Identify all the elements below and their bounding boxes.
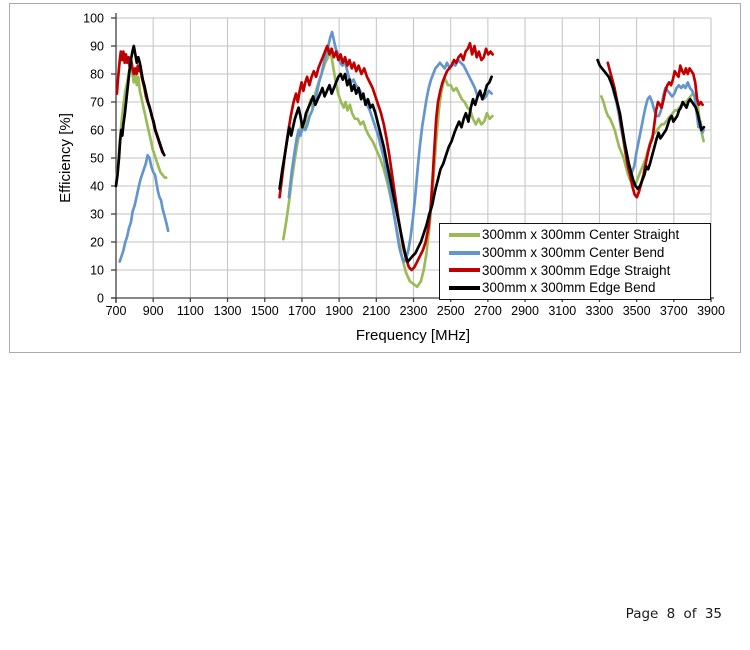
y-tick-label: 10 [90, 264, 104, 278]
y-tick-label: 0 [97, 292, 104, 306]
x-tick-label: 3300 [586, 304, 614, 318]
y-tick-label: 20 [90, 236, 104, 250]
x-axis-title: Frequency [MHz] [355, 327, 471, 344]
legend-label: 300mm x 300mm Center Straight [482, 227, 680, 243]
y-tick-label: 80 [90, 68, 104, 82]
legend-item: 300mm x 300mm Edge Bend [449, 279, 710, 296]
y-tick-label: 90 [90, 40, 104, 54]
legend-line-swatch-blue [449, 250, 480, 255]
chart-legend: 300mm x 300mm Center Straight 300mm x 30… [439, 223, 711, 300]
legend-item: 300mm x 300mm Center Bend [449, 244, 710, 261]
y-tick-label: 100 [83, 12, 104, 26]
x-tick-label: 700 [106, 304, 127, 318]
x-tick-label: 3100 [548, 304, 576, 318]
efficiency-chart: 700 900 1100 1300 1500 1700 1900 2100 2300 2500 27… [83, 12, 725, 319]
legend-item: 300mm x 300mm Center Straight [449, 227, 710, 244]
page-number: Page 8 of 35 [625, 606, 722, 622]
legend-label: 300mm x 300mm Edge Bend [482, 280, 656, 296]
legend-line-swatch-red [449, 268, 480, 273]
legend-label: 300mm x 300mm Center Bend [482, 244, 665, 260]
y-tick-label: 70 [90, 96, 104, 110]
series-line [114, 44, 706, 263]
legend-label: 300mm x 300mm Edge Straight [482, 262, 671, 278]
x-tick-label: 2500 [437, 304, 465, 318]
y-axis-title: Efficiency [%] [57, 113, 74, 203]
legend-line-swatch-black [449, 285, 480, 290]
y-tick-label: 60 [90, 124, 104, 138]
x-tick-label: 3900 [697, 304, 725, 318]
x-tick-label: 1700 [288, 304, 316, 318]
x-tick-label: 2300 [400, 304, 428, 318]
x-tick-label: 2900 [511, 304, 539, 318]
x-tick-label: 2700 [474, 304, 502, 318]
x-tick-label: 1300 [214, 304, 242, 318]
x-tick-label: 1500 [251, 304, 279, 318]
x-tick-label: 3700 [660, 304, 688, 318]
x-tick-label: 2100 [362, 304, 390, 318]
y-tick-label: 40 [90, 180, 104, 194]
x-tick-label: 900 [143, 304, 164, 318]
x-tick-label: 1100 [177, 304, 204, 318]
y-tick-label: 30 [90, 208, 104, 222]
y-tick-label: 50 [90, 152, 104, 166]
legend-item: 300mm x 300mm Edge Straight [449, 262, 710, 279]
x-tick-label: 1900 [325, 304, 353, 318]
x-tick-label: 3500 [623, 304, 651, 318]
legend-line-swatch-green [449, 233, 480, 238]
